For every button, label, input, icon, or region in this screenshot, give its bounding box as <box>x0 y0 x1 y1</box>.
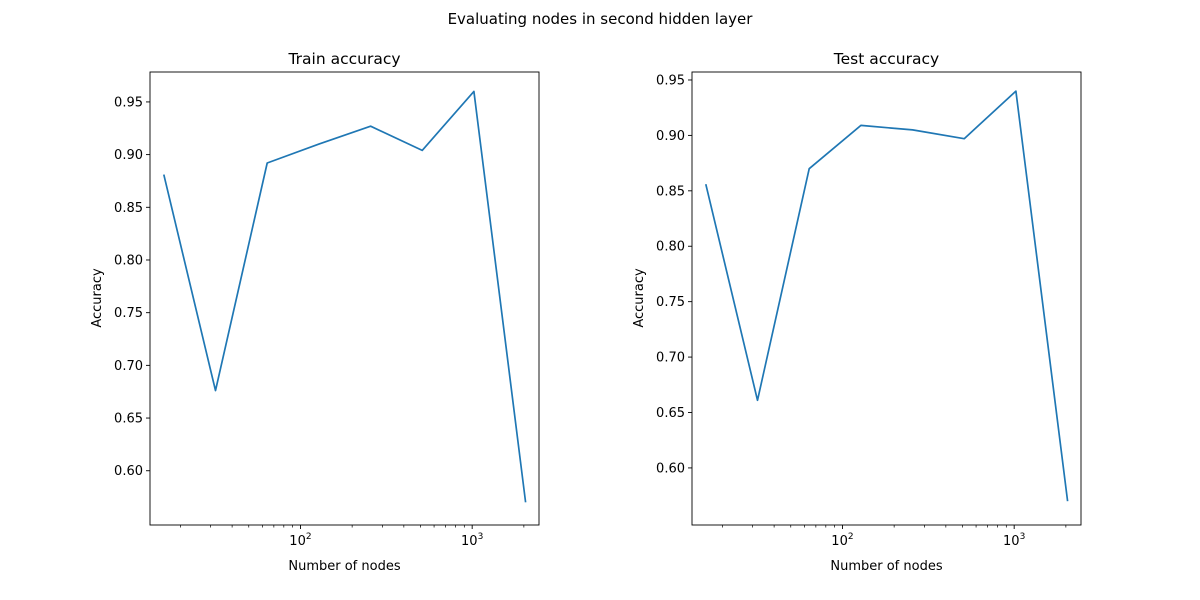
x-tick-label: 103 <box>1003 532 1025 549</box>
x-tick-label-exponent: 3 <box>1020 532 1026 542</box>
chart-title: Test accuracy <box>833 50 939 68</box>
y-tick-label: 0.85 <box>656 184 685 199</box>
axes-frame <box>149 71 540 526</box>
y-tick-label: 0.60 <box>656 461 685 476</box>
x-tick-label-exponent: 2 <box>848 532 854 542</box>
y-tick-label: 0.80 <box>656 240 685 255</box>
x-tick-label-base: 10 <box>461 534 478 549</box>
x-tick-label-exponent: 2 <box>306 532 312 542</box>
chart-title: Train accuracy <box>287 50 400 68</box>
y-tick-label: 0.60 <box>114 464 143 479</box>
y-axis-label: Accuracy <box>90 268 105 328</box>
axes-frame <box>691 71 1082 526</box>
series-line <box>704 90 1069 502</box>
x-axis-label: Number of nodes <box>288 559 400 574</box>
y-axis-label: Accuracy <box>632 268 647 328</box>
x-tick-label-exponent: 3 <box>478 532 484 542</box>
y-tick-label: 0.95 <box>656 73 685 88</box>
x-tick-label-base: 10 <box>289 534 306 549</box>
y-tick-label: 0.80 <box>114 253 143 268</box>
y-tick-label: 0.65 <box>656 406 685 421</box>
y-tick-label: 0.70 <box>656 351 685 366</box>
series-line <box>162 90 527 503</box>
train-accuracy-chart: Train accuracy Number of nodes Accuracy … <box>90 50 540 574</box>
x-tick-label: 102 <box>289 532 311 549</box>
x-tick-label-base: 10 <box>831 534 848 549</box>
x-tick-label-base: 10 <box>1003 534 1020 549</box>
y-tick-label: 0.65 <box>114 412 143 427</box>
x-tick-label: 103 <box>461 532 483 549</box>
y-tick-label: 0.85 <box>114 201 143 216</box>
figure-suptitle: Evaluating nodes in second hidden layer <box>448 10 754 28</box>
test-accuracy-chart: Test accuracy Number of nodes Accuracy 0… <box>632 50 1082 574</box>
y-tick-label: 0.70 <box>114 359 143 374</box>
y-tick-label: 0.90 <box>114 148 143 163</box>
x-axis-label: Number of nodes <box>830 559 942 574</box>
x-tick-label: 102 <box>831 532 853 549</box>
y-tick-label: 0.90 <box>656 129 685 144</box>
y-tick-label: 0.75 <box>656 295 685 310</box>
y-tick-label: 0.75 <box>114 306 143 321</box>
y-tick-label: 0.95 <box>114 95 143 110</box>
